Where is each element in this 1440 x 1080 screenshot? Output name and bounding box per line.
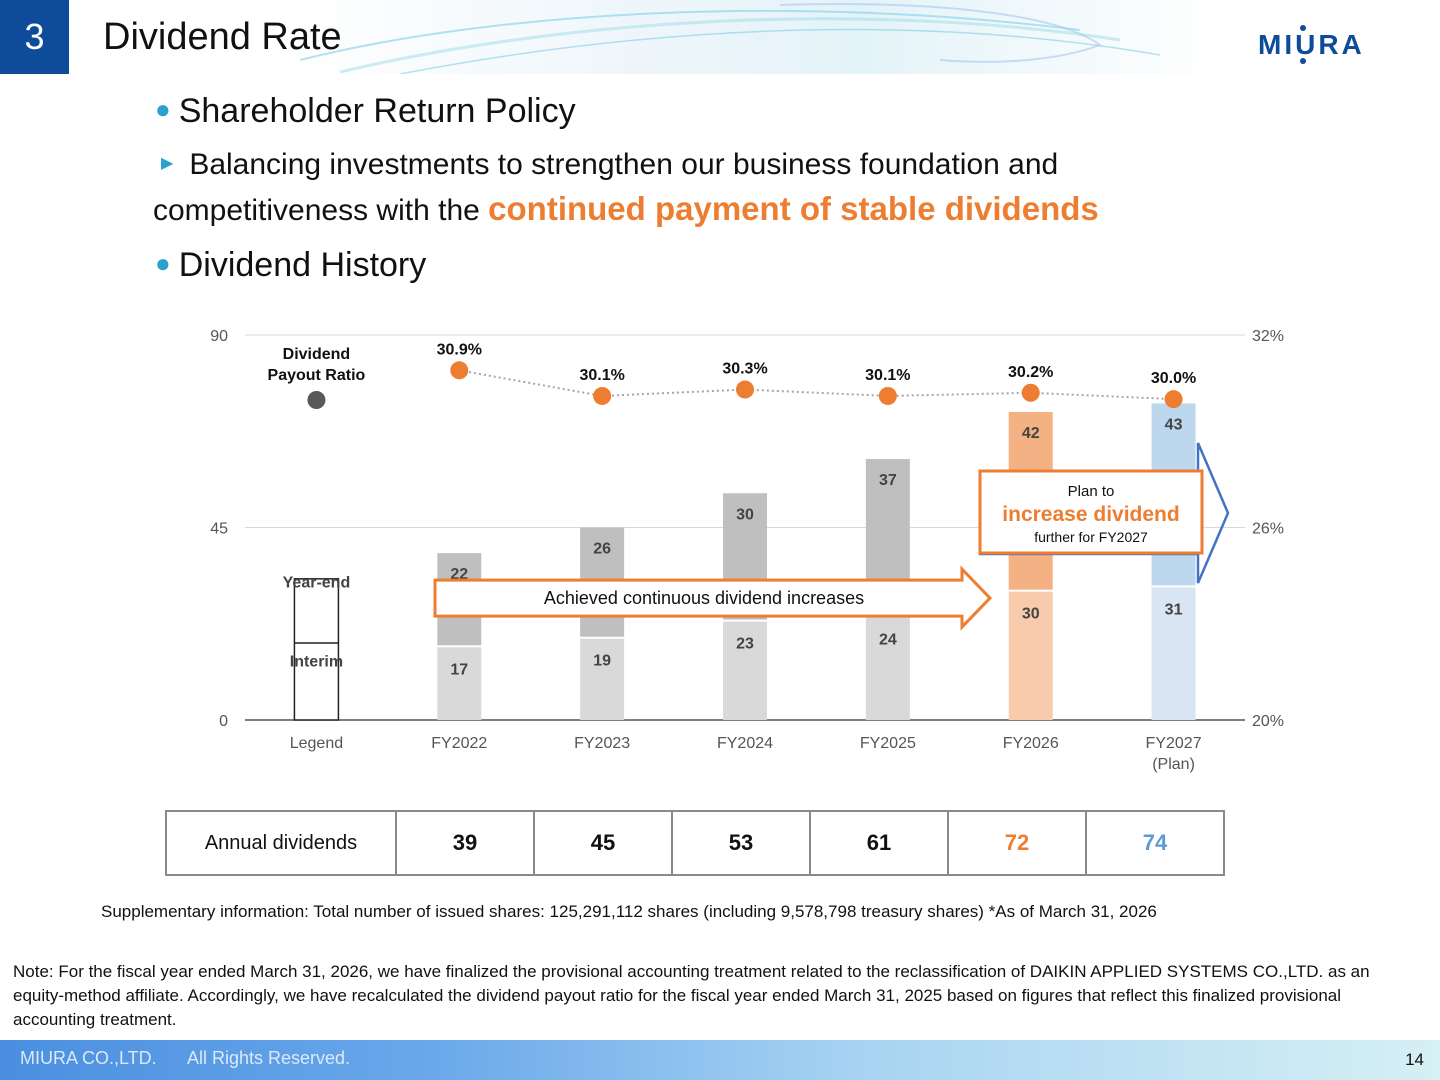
achieved-arrow-text: Achieved continuous dividend increases xyxy=(544,588,864,608)
bar-interim xyxy=(865,617,910,720)
plan-text-line-3: further for FY2027 xyxy=(1034,529,1148,545)
payout-ratio-line xyxy=(459,369,1174,401)
x-tick-label: (Plan) xyxy=(1152,756,1195,773)
legend-payout-label: Payout Ratio xyxy=(268,367,366,384)
x-tick-label: FY2023 xyxy=(574,735,630,752)
payout-ratio-point xyxy=(736,380,754,399)
bar-label-year-end: 42 xyxy=(1022,425,1040,442)
plan-callout-box xyxy=(978,469,1204,555)
bar-label-year-end: 37 xyxy=(879,472,897,489)
annual-dividend-fy2027: 74 xyxy=(1085,810,1225,876)
bar-label-interim: 23 xyxy=(736,636,754,653)
policy-heading-text: Shareholder Return Policy xyxy=(178,92,576,130)
payout-ratio-label: 30.1% xyxy=(865,367,910,384)
policy-line-2: competitiveness with the continued payme… xyxy=(153,190,1099,228)
payout-ratio-point xyxy=(450,361,469,380)
section-number: 3 xyxy=(0,0,69,74)
bar-label-year-end: 26 xyxy=(593,541,611,558)
triangle-bullet-icon: ▶ xyxy=(161,155,174,172)
history-heading: ● Dividend History xyxy=(155,246,426,285)
payout-ratio-point xyxy=(1164,390,1183,409)
footer-rights: All Rights Reserved. xyxy=(187,1048,351,1068)
x-tick-label: FY2022 xyxy=(431,735,487,752)
y-left-tick-label: 45 xyxy=(210,521,228,538)
bar-label-year-end: 30 xyxy=(736,506,754,523)
footer-bar: MIURA CO.,LTD. All Rights Reserved. 14 xyxy=(0,1040,1440,1080)
page-title: Dividend Rate xyxy=(103,16,342,58)
x-tick-label: FY2026 xyxy=(1003,735,1059,752)
bar-interim xyxy=(437,647,482,720)
payout-ratio-point xyxy=(593,386,612,405)
achieved-arrow xyxy=(433,565,993,631)
bar-label-interim: 19 xyxy=(593,653,611,670)
header-bar xyxy=(0,0,1440,74)
annual-dividend-fy2025: 61 xyxy=(809,810,949,876)
x-tick-label: FY2027 xyxy=(1146,735,1202,752)
x-tick-label: FY2024 xyxy=(717,735,773,752)
legend-payout-label: Dividend xyxy=(283,346,351,363)
policy-line-1: ▶ Balancing investments to strengthen our… xyxy=(153,148,1058,182)
bar-interim xyxy=(580,638,625,720)
annual-dividends-label: Annual dividends xyxy=(165,810,397,876)
payout-ratio-label: 30.3% xyxy=(722,361,767,378)
bar-interim xyxy=(723,621,767,720)
y-right-tick-label: 20% xyxy=(1252,713,1284,730)
page-number: 14 xyxy=(1405,1050,1424,1069)
payout-ratio-point xyxy=(1021,383,1040,402)
y-left-tick-label: 90 xyxy=(210,328,228,345)
y-right-tick-label: 32% xyxy=(1252,328,1284,345)
supplementary-info: Supplementary information: Total number … xyxy=(101,902,1157,921)
history-heading-text: Dividend History xyxy=(178,246,427,284)
bar-label-interim: 30 xyxy=(1022,606,1040,623)
bar-label-interim: 17 xyxy=(450,661,468,678)
bar-interim xyxy=(1151,587,1196,720)
x-tick-label: FY2025 xyxy=(860,735,916,752)
header-swoosh-decoration xyxy=(300,3,1161,74)
annual-dividend-fy2022: 39 xyxy=(395,810,535,876)
annual-dividend-fy2024: 53 xyxy=(671,810,811,876)
policy-heading: ● Shareholder Return Policy xyxy=(155,92,576,131)
footer-company: MIURA CO.,LTD. xyxy=(20,1048,157,1068)
bar-label-interim: 31 xyxy=(1165,601,1183,618)
y-left-tick-label: 0 xyxy=(219,713,228,730)
legend-payout-marker xyxy=(307,391,326,409)
policy-highlight: continued payment of stable dividends xyxy=(488,190,1099,227)
annual-dividends-table: Annual dividends 39 45 53 61 72 74 xyxy=(165,810,1225,876)
miura-logo-text: MIURA xyxy=(1258,29,1365,60)
annual-dividend-fy2023: 45 xyxy=(533,810,673,876)
legend-interim-label: Interim xyxy=(290,654,343,671)
bullet-dot-icon: ● xyxy=(155,248,171,278)
policy-line-2-prefix: competitiveness with the xyxy=(153,194,489,227)
legend-year-end-label: Year-end xyxy=(283,574,351,591)
plan-text-line-1: Plan to xyxy=(1068,483,1115,500)
dividend-history-chart: 0 45 90 20% 26% 32% Legend FY2022 FY2023 FY2024 FY… xyxy=(210,328,1284,773)
bar-label-interim: 24 xyxy=(879,631,897,648)
payout-ratio-label: 30.1% xyxy=(579,367,624,384)
payout-ratio-label: 30.9% xyxy=(437,341,482,358)
payout-ratio-label: 30.2% xyxy=(1008,364,1053,381)
miura-logo: MIURA xyxy=(1258,25,1365,64)
footnote: Note: For the fiscal year ended March 31… xyxy=(13,962,1370,1029)
payout-ratio-label: 30.0% xyxy=(1151,370,1196,387)
y-right-tick-label: 26% xyxy=(1252,521,1284,538)
policy-line-1-text: Balancing investments to strengthen our … xyxy=(189,148,1059,181)
x-tick-label: Legend xyxy=(290,735,343,752)
table-row: Annual dividends 39 45 53 61 72 74 xyxy=(165,810,1225,876)
plan-text-highlight: increase dividend xyxy=(1002,503,1179,526)
bar-interim xyxy=(1008,591,1053,720)
bar-label-year-end: 43 xyxy=(1165,416,1183,433)
bullet-dot-icon: ● xyxy=(155,94,171,124)
payout-ratio-point xyxy=(878,386,897,405)
legend-bar-year-end xyxy=(293,578,340,721)
annual-dividend-fy2026: 72 xyxy=(947,810,1087,876)
